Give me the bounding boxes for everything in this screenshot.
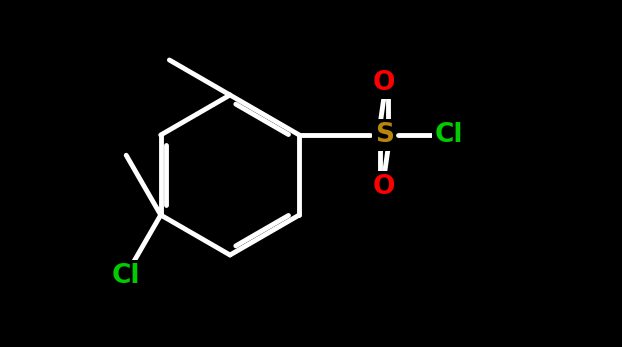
Text: Cl: Cl [111, 263, 140, 289]
Text: O: O [373, 174, 396, 200]
Text: O: O [373, 70, 396, 96]
Text: Cl: Cl [435, 122, 463, 148]
Text: S: S [375, 122, 394, 148]
